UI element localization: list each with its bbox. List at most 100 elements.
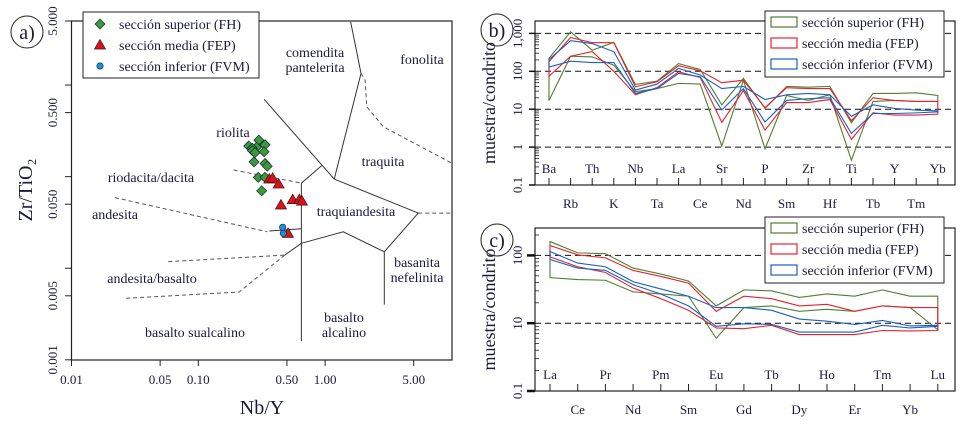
x-tick-label: Ce (570, 402, 585, 417)
x-tick-label: Eu (709, 367, 724, 382)
field-boundary-solid (301, 231, 385, 253)
x-tick-label: Y (890, 161, 900, 176)
legend-label-media: sección media (FEP) (802, 243, 919, 258)
data-point-triangle (274, 198, 288, 210)
data-point-diamond (261, 160, 273, 172)
y-tick-label: 0.050 (45, 190, 60, 219)
legend-label-media: sección media (FEP) (119, 39, 236, 54)
x-tick-label: Tm (907, 196, 925, 211)
field-label: basalto sualcalino (145, 326, 245, 341)
field-label: pantelerita (285, 61, 345, 76)
y-tick-label: 100 (510, 62, 525, 82)
legend-box (82, 11, 260, 79)
field-label: riolita (216, 126, 250, 141)
legend-swatch-superior (770, 16, 798, 28)
x-tick-label: Nd (735, 196, 751, 211)
field-label: basalto (324, 311, 364, 326)
field-boundary-dashed (114, 197, 268, 233)
x-tick-label: 0.05 (149, 372, 172, 387)
field-boundary-solid (334, 178, 420, 305)
field-boundary-solid (301, 165, 323, 184)
panel-b: b) 0.1 1 10 100 1,000 Ba Rb Th K Nb Ta La Ce Sr Nd P Sm Zr… (479, 10, 956, 211)
data-point-triangle (272, 177, 285, 189)
x-tick-label: Nb (627, 161, 643, 176)
y-tick-label: 10 (510, 317, 525, 330)
legend-label-superior: sección superior (FH) (119, 18, 241, 33)
legend-swatch-inferior (770, 58, 798, 70)
y-axis-title: muestra/condrito (479, 249, 499, 371)
x-tick-label: Hf (823, 196, 837, 211)
field-boundary-dashed (168, 254, 285, 263)
field-boundary-dashed (233, 169, 302, 184)
field-label: nefelinita (391, 271, 445, 286)
x-tick-label: Ho (819, 367, 835, 382)
x-tick-label: Zr (802, 161, 815, 176)
x-tick-label: 1.00 (314, 372, 337, 387)
x-tick-label: Ti (846, 161, 857, 176)
field-label: andesita (92, 208, 139, 223)
x-tick-label: Ba (542, 161, 557, 176)
x-tick-label: Lu (931, 367, 946, 382)
x-tick-label: Tm (873, 367, 891, 382)
field-label: basanita (394, 256, 441, 271)
legend-label-superior: sección superior (FH) (802, 16, 924, 31)
x-tick-label: Ta (651, 196, 664, 211)
legend-label-inferior: sección inferior (FVM) (802, 58, 933, 73)
x-tick-label: Pm (652, 367, 669, 382)
field-label: riodacita/dacita (108, 171, 195, 186)
x-tick-label: Tb (866, 196, 880, 211)
x-tick-label: Sm (778, 196, 795, 211)
x-tick-label: Dy (791, 402, 807, 417)
data-point-circle (279, 229, 287, 237)
panel-label-circle (480, 13, 514, 47)
y-tick-label: 1,000 (510, 19, 525, 48)
panel-c: c) 0.1 10 100 La Ce Pr Nd Pm Sm Eu Gd Tb Dy Ho Er Tm Yb Lu… (479, 216, 956, 417)
legend-marker-inferior (96, 62, 104, 70)
data-point-triangle (266, 172, 279, 183)
x-tick-label: Ce (693, 196, 708, 211)
legend-marker-superior (94, 18, 106, 30)
data-point-diamond (256, 185, 268, 197)
legend-swatch-media (770, 243, 798, 255)
field-label: fonolita (400, 53, 444, 68)
field-boundary-dashed (360, 73, 453, 164)
series-envelope-media (549, 244, 939, 336)
legend-marker-media (93, 38, 107, 50)
plot-frame (70, 20, 453, 361)
y-tick-label: 0.1 (510, 177, 525, 193)
x-tick-label: La (672, 161, 686, 176)
x-tick-label: Er (849, 402, 862, 417)
panel-a: a) riolita riodacita/dacita andesita andesit… (10, 6, 453, 419)
legend-swatch-superior (770, 222, 798, 234)
panel-label-circle (480, 223, 514, 257)
panel-label-circle (10, 15, 44, 49)
y-tick-label: 0.001 (45, 345, 60, 374)
y-tick-label: 1 (510, 144, 525, 151)
x-tick-label: 0.01 (60, 372, 83, 387)
legend-box (764, 216, 945, 284)
x-tick-label: Sm (680, 402, 697, 417)
x-tick-label: Yb (902, 402, 918, 417)
field-label: alcalino (322, 326, 366, 341)
legend-label-media: sección media (FEP) (802, 37, 919, 52)
plot-frame (534, 20, 956, 186)
x-axis-title: Nb/Y (240, 397, 284, 419)
y-tick-label: 0.005 (45, 281, 60, 310)
data-point-circle (279, 223, 287, 231)
plot-frame (534, 227, 956, 392)
panel-label: c) (489, 230, 505, 252)
data-point-triangle (295, 194, 309, 206)
data-point-diamond (248, 156, 260, 168)
field-boundary-dashed (126, 254, 285, 299)
data-point-diamond (258, 146, 270, 158)
panel-label: b) (489, 20, 506, 42)
x-tick-label: Rb (563, 196, 578, 211)
x-tick-label: Tb (764, 367, 778, 382)
series-envelope-media (548, 36, 939, 141)
panel-label: a) (19, 22, 35, 44)
y-tick-label: 0.1 (510, 383, 525, 399)
y-tick-label: 5.000 (45, 6, 60, 35)
x-tick-label: 0.10 (187, 372, 210, 387)
legend-swatch-inferior (770, 264, 798, 276)
